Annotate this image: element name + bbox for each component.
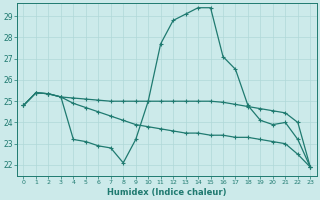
X-axis label: Humidex (Indice chaleur): Humidex (Indice chaleur)	[107, 188, 227, 197]
